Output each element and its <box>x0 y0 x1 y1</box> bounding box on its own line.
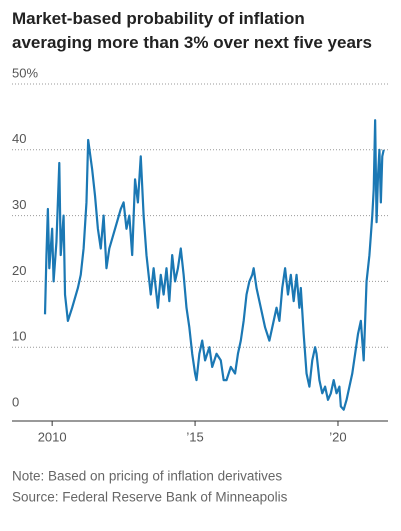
title-line: averaging more than 3% over next five ye… <box>12 33 372 52</box>
x-tick-label: ’15 <box>186 429 203 444</box>
y-tick-label: 0 <box>12 394 19 409</box>
source: Source: Federal Reserve Bank of Minneapo… <box>12 490 288 505</box>
data-line <box>43 119 385 411</box>
y-tick-label: 50% <box>12 65 38 80</box>
x-tick-label: ’20 <box>329 429 346 444</box>
x-tick-label: 2010 <box>38 429 67 444</box>
y-tick-label: 30 <box>12 197 26 212</box>
chart-title: Market-based probability of inflation ave… <box>12 9 372 52</box>
y-tick-label: 10 <box>12 329 26 344</box>
y-tick-label: 40 <box>12 131 26 146</box>
y-tick-label: 20 <box>12 263 26 278</box>
note: Note: Based on pricing of inflation deri… <box>12 469 282 484</box>
title-line: Market-based probability of inflation <box>12 9 305 28</box>
